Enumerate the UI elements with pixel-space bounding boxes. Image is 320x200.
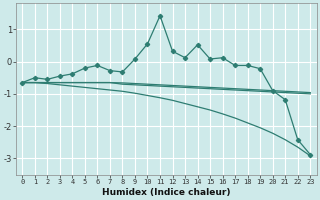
X-axis label: Humidex (Indice chaleur): Humidex (Indice chaleur) bbox=[102, 188, 230, 197]
